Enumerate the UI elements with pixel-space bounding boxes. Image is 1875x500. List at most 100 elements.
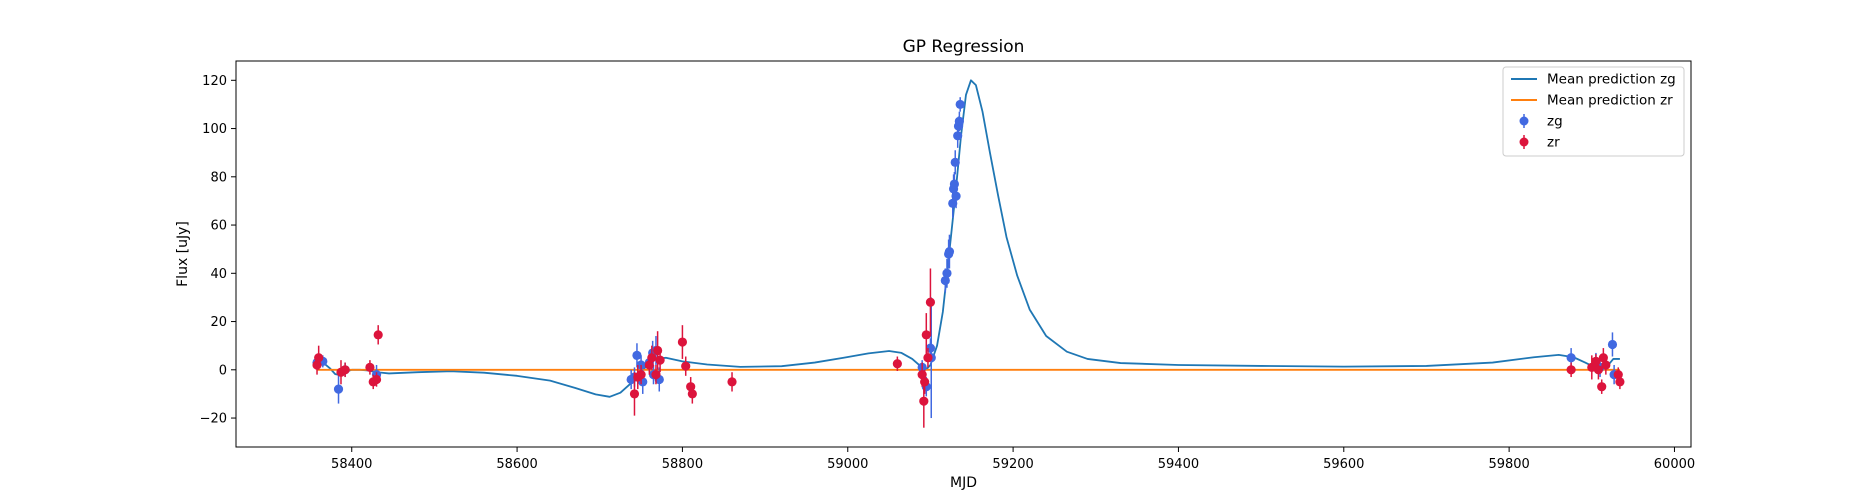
- marker-zr: [925, 297, 936, 307]
- marker-zg: [954, 116, 964, 126]
- data-point-zr: [647, 345, 657, 370]
- data-point-zg: [950, 150, 960, 175]
- marker-zg: [955, 99, 965, 110]
- data-point-zr: [727, 372, 737, 392]
- marker-zg: [953, 131, 963, 141]
- data-point-zr: [655, 348, 665, 373]
- y-tick-label: 100: [202, 122, 227, 137]
- legend-swatch-zr-marker: [1519, 137, 1529, 147]
- y-tick-label: 0: [219, 363, 227, 378]
- marker-zr: [921, 330, 931, 340]
- legend-label-mean-zr: Mean prediction zr: [1547, 93, 1673, 109]
- x-tick-label: 59800: [1488, 457, 1529, 472]
- marker-zr: [655, 355, 665, 365]
- legend-box: [1502, 66, 1685, 157]
- x-axis-label: MJD: [950, 475, 977, 491]
- marker-zr: [340, 365, 350, 375]
- data-point-zr: [636, 364, 646, 385]
- series-points: [312, 97, 1625, 428]
- marker-zr: [1593, 365, 1604, 375]
- marker-zr: [373, 330, 383, 340]
- y-tick-label: 60: [210, 219, 227, 234]
- chart-title: GP Regression: [903, 37, 1025, 57]
- series-lines: [316, 79, 1620, 398]
- marker-zr: [681, 361, 691, 371]
- x-axis: 58400 58600 58800 59000 59200 59400 59600 59800…: [331, 447, 1695, 472]
- x-tick-label: 59200: [992, 457, 1033, 472]
- y-tick-label: 120: [202, 74, 227, 89]
- marker-zg: [942, 268, 952, 278]
- data-point-zg: [955, 97, 965, 112]
- marker-zg: [944, 246, 955, 257]
- x-tick-label: 59600: [1323, 457, 1364, 472]
- data-point-zg: [951, 184, 961, 209]
- plot-frame: [235, 60, 1692, 448]
- data-point-zr: [365, 360, 375, 375]
- marker-zr: [1566, 365, 1576, 375]
- y-tick-label: −20: [200, 412, 227, 427]
- data-point-zg: [333, 374, 344, 404]
- legend-label-mean-zg: Mean prediction zg: [1547, 72, 1676, 88]
- data-point-zg: [944, 234, 955, 269]
- marker-zr: [314, 353, 324, 363]
- marker-zr: [919, 396, 929, 406]
- data-point-zr: [371, 372, 382, 387]
- legend-label-zr: zr: [1547, 135, 1560, 151]
- data-point-zr: [687, 384, 697, 404]
- data-point-zr: [920, 369, 930, 394]
- marker-zg: [632, 350, 642, 360]
- line-mean-prediction-zg: [316, 79, 1620, 398]
- data-point-zr: [1566, 362, 1576, 378]
- data-point-zr: [921, 313, 931, 357]
- data-point-zr: [677, 325, 688, 359]
- marker-zg: [949, 179, 960, 189]
- data-point-zg: [942, 258, 952, 288]
- marker-zr: [371, 374, 382, 385]
- x-tick-label: 60000: [1654, 457, 1695, 472]
- legend-label-zg: zg: [1547, 114, 1563, 130]
- legend: Mean prediction zg Mean prediction zr zg…: [1502, 66, 1685, 157]
- data-point-zr: [923, 348, 933, 368]
- y-axis-label: Flux [uJy]: [175, 221, 191, 287]
- data-point-zr: [1601, 355, 1611, 375]
- x-tick-label: 58400: [331, 457, 372, 472]
- data-point-zr: [892, 356, 902, 372]
- marker-zr: [651, 370, 661, 380]
- y-tick-label: 20: [210, 315, 227, 330]
- x-tick-label: 59000: [827, 457, 868, 472]
- data-point-zr: [651, 364, 661, 385]
- x-tick-label: 58600: [496, 457, 537, 472]
- x-tick-label: 59400: [1158, 457, 1199, 472]
- y-axis: −20 0 20 40 60 80 100 120: [200, 74, 236, 427]
- x-tick-label: 58800: [662, 457, 703, 472]
- data-point-zg: [954, 111, 964, 131]
- marker-zr: [923, 353, 933, 363]
- legend-swatch-zr: [1519, 135, 1529, 149]
- marker-zr: [1615, 377, 1625, 387]
- data-point-zr: [1593, 360, 1604, 380]
- data-point-zr: [314, 345, 324, 370]
- marker-zr: [636, 370, 646, 380]
- marker-zr: [920, 377, 930, 387]
- marker-zr: [365, 362, 375, 372]
- marker-zr: [629, 389, 640, 399]
- data-point-zr: [681, 356, 691, 376]
- marker-zr: [1601, 360, 1611, 370]
- marker-zg: [950, 157, 960, 167]
- data-point-zr: [1597, 379, 1607, 394]
- data-point-zr: [373, 325, 383, 345]
- marker-zr: [677, 337, 688, 347]
- marker-zr: [892, 359, 902, 369]
- marker-zr: [727, 377, 737, 387]
- y-tick-label: 80: [210, 170, 227, 185]
- y-tick-label: 40: [210, 267, 227, 282]
- plot-area: [312, 79, 1625, 428]
- marker-zr: [687, 389, 697, 399]
- legend-swatch-zg-marker: [1519, 116, 1529, 126]
- marker-zg: [951, 191, 961, 201]
- data-point-zr: [925, 268, 936, 337]
- data-point-zr: [340, 362, 350, 378]
- marker-zg: [1566, 353, 1576, 363]
- marker-zg: [333, 384, 344, 394]
